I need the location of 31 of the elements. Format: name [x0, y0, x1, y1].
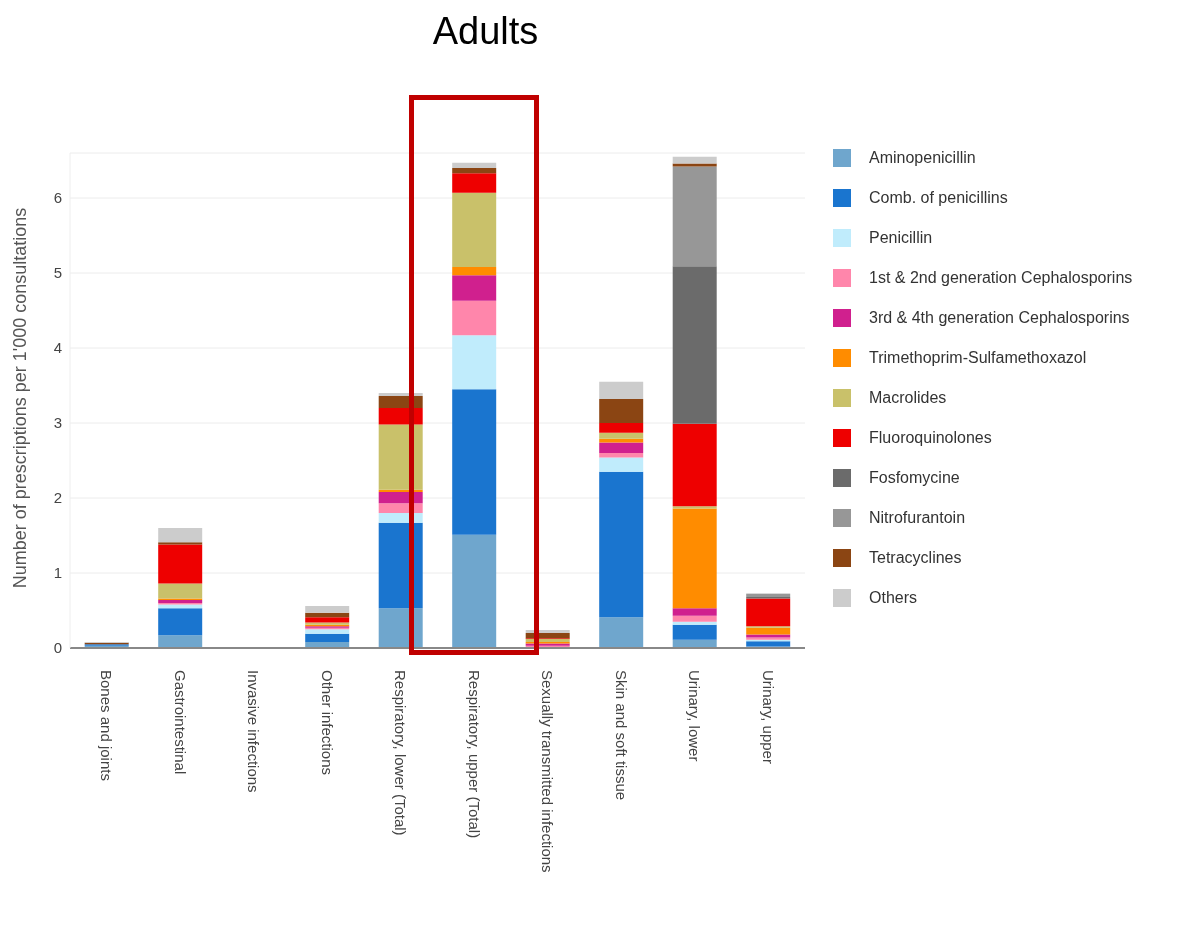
chart-title: Adults	[431, 10, 540, 53]
y-axis-title: Number of prescriptions per 1'000 consultations	[9, 206, 31, 591]
legend-label: 1st & 2nd generation Cephalosporins	[869, 269, 1133, 287]
x-tick-label: Invasive infections	[245, 670, 263, 793]
x-tick-label: Urinary, lower	[686, 670, 704, 762]
x-tick-label: Sexually transmitted infections	[539, 670, 557, 873]
x-tick-label: Respiratory, lower (Total)	[392, 670, 410, 836]
legend-label: Aminopenicillin	[869, 149, 976, 167]
x-tick-label: Other infections	[318, 670, 336, 776]
legend-label: Tetracyclines	[869, 549, 962, 567]
y-tick-label: 4	[53, 339, 62, 357]
x-tick-label: Skin and soft tissue	[612, 670, 630, 801]
legend-label: Comb. of penicillins	[869, 189, 1008, 207]
legend-label: Penicillin	[869, 229, 933, 247]
y-tick-label: 0	[53, 639, 62, 657]
legend-label: Fosfomycine	[869, 469, 960, 487]
y-tick-label: 5	[53, 264, 62, 282]
legend-label: Fluoroquinolones	[869, 429, 992, 447]
y-tick-label: 2	[53, 489, 62, 507]
x-tick-label: Gastrointestinal	[171, 670, 189, 775]
y-tick-label: 1	[53, 564, 62, 582]
legend-label: Others	[869, 589, 918, 607]
x-tick-label: Urinary, upper	[759, 670, 777, 764]
legend-label: Nitrofurantoin	[869, 509, 966, 527]
y-tick-label: 3	[53, 414, 62, 432]
x-tick-label: Bones and joints	[98, 670, 116, 781]
legend-label: Trimethoprim-Sulfamethoxazol	[869, 349, 1087, 367]
legend-label: Macrolides	[869, 389, 947, 407]
x-tick-label: Respiratory, upper (Total)	[465, 670, 483, 839]
y-tick-label: 6	[53, 189, 62, 207]
legend-label: 3rd & 4th generation Cephalosporins	[869, 309, 1130, 327]
